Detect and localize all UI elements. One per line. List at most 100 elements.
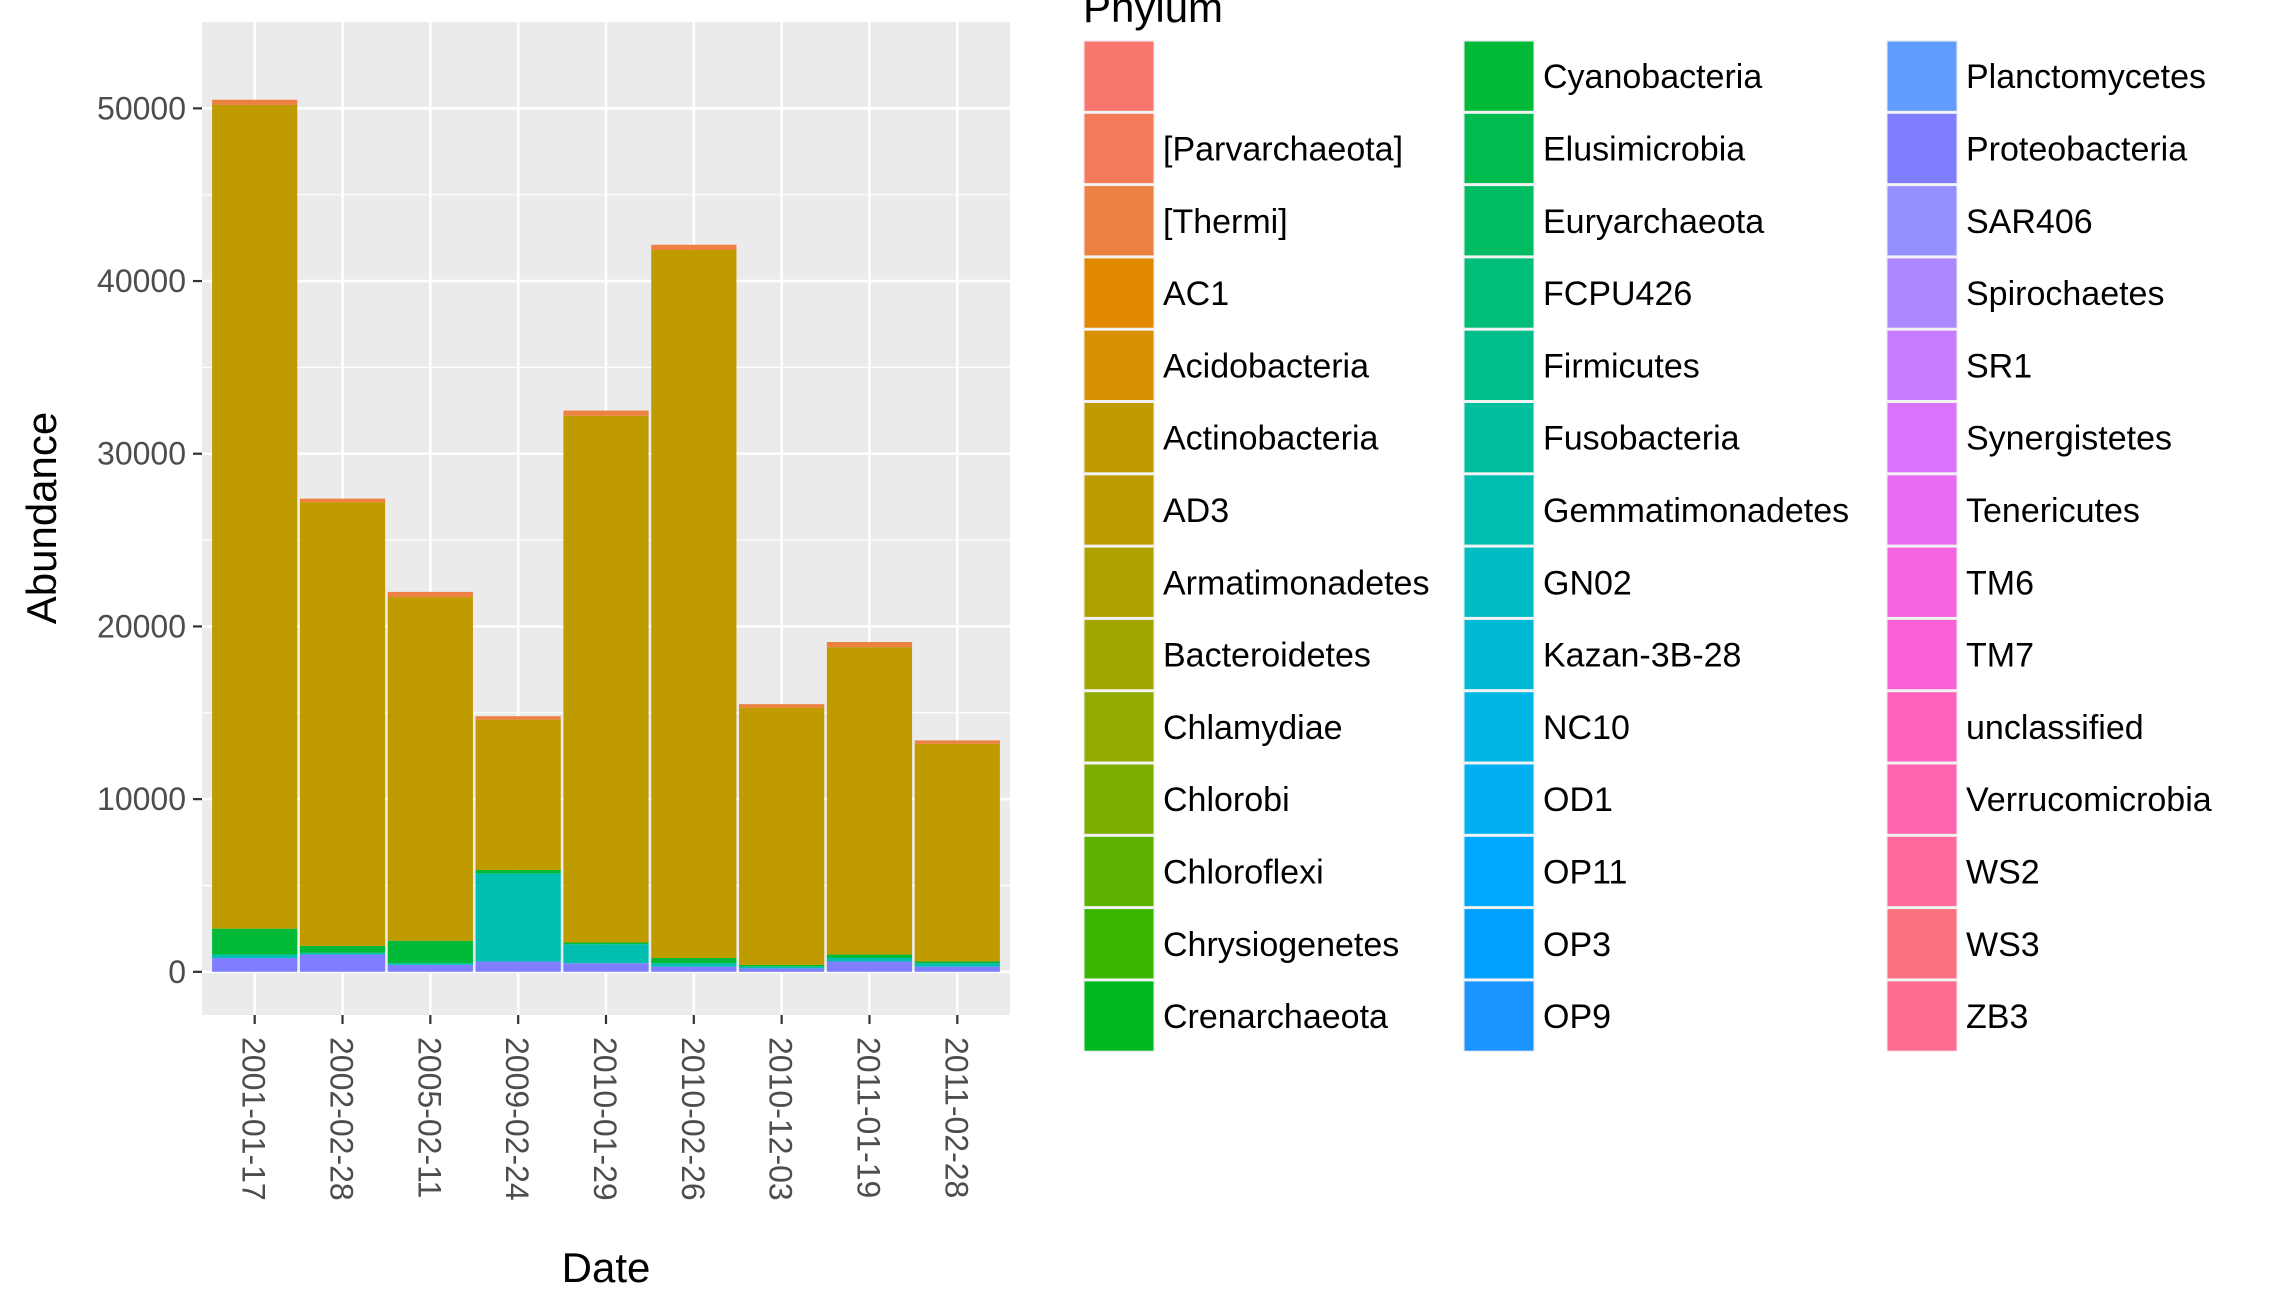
x-axis: 2001-01-17 2002-02-28 2005-02-11 2009-02-24… (236, 1015, 974, 1201)
legend-swatch (1887, 619, 1957, 690)
legend-swatch (1084, 692, 1154, 762)
legend-swatch (1887, 258, 1957, 328)
legend-label: OD1 (1543, 781, 1613, 819)
bar-segment (651, 244, 737, 250)
bar-segment (387, 591, 473, 598)
legend-label: Synergistetes (1966, 420, 2172, 458)
legend-swatch (1887, 186, 1957, 256)
bar-segment (387, 964, 473, 972)
bar-segment (299, 498, 386, 503)
bar-segment (651, 963, 737, 967)
legend-label: Planctomycetes (1966, 58, 2206, 96)
legend-label: Chrysiogenetes (1163, 926, 1399, 964)
y-tick-label: 0 (168, 954, 186, 990)
bar-segment (914, 963, 1000, 967)
legend-label: NC10 (1543, 709, 1630, 747)
bar-segment (826, 647, 913, 955)
bar-segment (299, 502, 386, 946)
legend-label: Verrucomicrobia (1966, 781, 2212, 819)
legend-swatch (1887, 836, 1957, 907)
legend-label: OP9 (1543, 998, 1611, 1036)
legend-label: FCPU426 (1543, 275, 1692, 313)
bar-segment (387, 940, 473, 964)
legend-swatch (1464, 186, 1534, 256)
legend-swatch (1887, 981, 1957, 1051)
legend-swatch (1464, 909, 1534, 979)
legend-label: unclassified (1966, 709, 2144, 747)
legend-swatch (1084, 836, 1154, 907)
bar-segment (299, 945, 386, 953)
bar-segment (299, 954, 386, 972)
legend-label: Gemmatimonadetes (1543, 492, 1849, 530)
x-tick-label: 2010-12-03 (763, 1037, 799, 1201)
bar-segment (212, 99, 298, 105)
legend-swatch (1464, 547, 1534, 617)
bar-segment (826, 641, 913, 648)
bars (212, 99, 1000, 972)
legend-swatch (1887, 547, 1957, 617)
bar-segment (739, 964, 825, 967)
legend-swatch (1464, 475, 1534, 545)
x-tick-label: 2005-02-11 (411, 1037, 447, 1198)
y-tick-label: 40000 (97, 263, 186, 299)
legend-label: WS2 (1966, 853, 2040, 891)
legend-swatch (1464, 403, 1534, 473)
legend-label: OP3 (1543, 926, 1611, 964)
bar-segment (826, 961, 913, 972)
legend-swatch (1887, 764, 1957, 834)
bar-segment (475, 961, 561, 972)
bar-segment (212, 958, 298, 972)
legend-label: Acidobacteria (1163, 347, 1369, 385)
legend-label: Bacteroidetes (1163, 637, 1371, 675)
legend-label: SAR406 (1966, 203, 2093, 241)
x-tick-label: 2002-02-28 (324, 1037, 360, 1201)
y-tick-label: 20000 (97, 608, 186, 644)
bar-segment (826, 958, 913, 962)
bar-segment (475, 873, 561, 962)
legend-swatch (1464, 764, 1534, 834)
legend-label: Chloroflexi (1163, 853, 1324, 891)
legend-swatch (1084, 981, 1154, 1051)
bar-segment (212, 928, 298, 955)
legend-label: Firmicutes (1543, 347, 1700, 385)
y-tick-label: 10000 (97, 781, 186, 817)
legend-label: Chlamydiae (1163, 709, 1343, 747)
legend-swatch (1464, 619, 1534, 690)
legend-label: AC1 (1163, 275, 1229, 313)
legend-swatch (1887, 909, 1957, 979)
legend-swatch (1464, 692, 1534, 762)
legend-label: WS3 (1966, 926, 2040, 964)
legend-label: Fusobacteria (1543, 420, 1740, 458)
y-tick-label: 30000 (97, 436, 186, 472)
legend-label: Armatimonadetes (1163, 564, 1429, 602)
legend-label: Crenarchaeota (1163, 998, 1388, 1036)
legend-swatch (1084, 41, 1154, 111)
legend-swatch (1084, 258, 1154, 328)
legend-swatch (1084, 764, 1154, 834)
legend: [Parvarchaeota] [Thermi] AC1 Acidobacteria A… (1083, 40, 2212, 1053)
bar-segment (826, 954, 913, 959)
legend-label: Cyanobacteria (1543, 58, 1762, 96)
legend-swatch (1887, 475, 1957, 545)
legend-label: Euryarchaeota (1543, 203, 1764, 241)
bar-segment (739, 704, 825, 708)
x-tick-label: 2001-01-17 (236, 1037, 272, 1201)
bar-segment (299, 952, 386, 955)
x-axis-title: Date (562, 1244, 651, 1291)
bar-segment (387, 963, 473, 965)
bar-segment (739, 968, 825, 972)
legend-swatch (1887, 41, 1957, 111)
legend-swatch (1464, 330, 1534, 400)
legend-label: Tenericutes (1966, 492, 2140, 530)
bar-segment (651, 249, 737, 959)
legend-swatch (1084, 330, 1154, 400)
bar-segment (651, 958, 737, 964)
x-tick-label: 2010-02-26 (675, 1037, 711, 1201)
legend-label: Elusimicrobia (1543, 130, 1745, 168)
legend-swatch (1887, 403, 1957, 473)
legend-title: Phylum (1083, 0, 1223, 31)
bar-segment (914, 966, 1000, 972)
bar-segment (475, 869, 561, 874)
bar-segment (212, 104, 298, 929)
